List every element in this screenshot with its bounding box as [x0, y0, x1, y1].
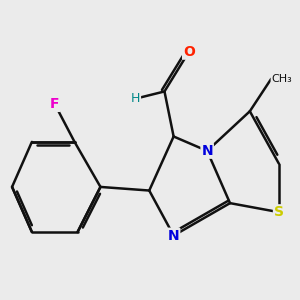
Text: N: N: [168, 229, 179, 243]
Text: H: H: [131, 92, 140, 105]
Text: CH₃: CH₃: [271, 74, 292, 84]
Text: S: S: [274, 205, 284, 219]
Text: O: O: [183, 45, 195, 59]
Text: N: N: [201, 144, 213, 158]
Text: F: F: [50, 97, 59, 111]
